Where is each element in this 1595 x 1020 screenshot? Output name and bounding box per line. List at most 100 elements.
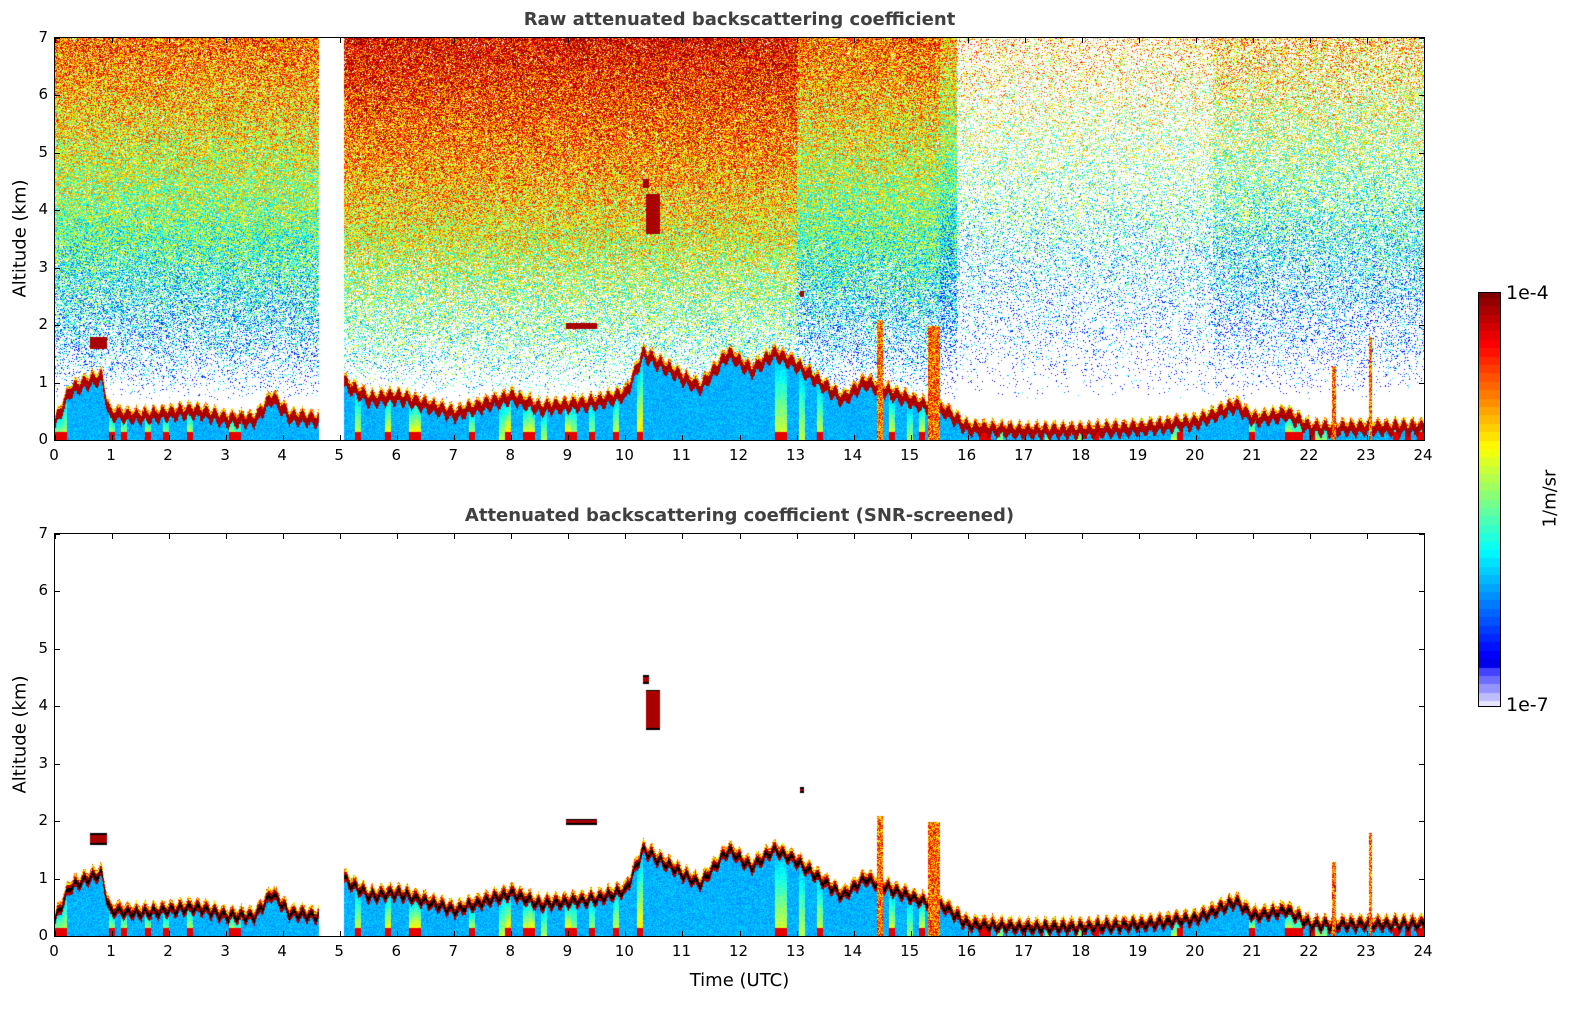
x-tick-mark: [454, 534, 456, 539]
x-tick-label: 10: [614, 446, 634, 464]
x-tick-label: 1: [106, 942, 116, 960]
y-tick-mark: [1419, 382, 1424, 384]
x-tick-mark: [1309, 931, 1311, 936]
x-tick-label: 3: [220, 942, 230, 960]
x-tick-label: 3: [220, 446, 230, 464]
x-tick-mark: [1366, 931, 1368, 936]
x-tick-mark: [511, 931, 513, 936]
snr-screened-backscatter-plot: [54, 533, 1425, 937]
x-tick-mark: [112, 38, 114, 43]
x-tick-label: 17: [1014, 446, 1034, 464]
x-tick-mark: [511, 435, 513, 440]
x-tick-mark: [169, 435, 171, 440]
x-tick-mark: [1366, 38, 1368, 43]
x-tick-mark: [340, 435, 342, 440]
x-tick-label: 24: [1413, 446, 1433, 464]
x-tick-label: 20: [1185, 942, 1205, 960]
x-tick-mark: [967, 534, 969, 539]
x-tick-mark: [1252, 931, 1254, 936]
x-tick-mark: [568, 435, 570, 440]
x-tick-label: 16: [957, 446, 977, 464]
x-tick-label: 2: [163, 446, 173, 464]
x-tick-mark: [910, 931, 912, 936]
x-tick-mark: [853, 435, 855, 440]
x-tick-mark: [55, 534, 56, 539]
x-tick-mark: [226, 534, 228, 539]
x-tick-label: 18: [1071, 942, 1091, 960]
x-tick-mark: [796, 38, 798, 43]
x-tick-mark: [1081, 931, 1083, 936]
x-tick-mark: [1024, 38, 1026, 43]
colorbar-min-label: 1e-7: [1506, 694, 1549, 716]
x-tick-mark: [1138, 534, 1140, 539]
x-tick-mark: [397, 534, 399, 539]
x-tick-mark: [55, 435, 56, 440]
x-tick-label: 13: [785, 446, 806, 464]
y-tick-mark: [55, 534, 60, 535]
y-tick-mark: [55, 936, 60, 937]
y-tick-mark: [55, 591, 60, 593]
x-tick-label: 6: [391, 942, 402, 960]
y-tick-mark: [1419, 591, 1424, 593]
x-tick-label: 9: [562, 446, 573, 464]
y-tick-mark: [1419, 267, 1424, 269]
x-tick-label: 19: [1128, 446, 1148, 464]
x-axis-label: Time (UTC): [689, 970, 790, 991]
x-tick-mark: [1024, 534, 1026, 539]
x-tick-label: 23: [1356, 942, 1376, 960]
x-tick-label: 7: [448, 942, 459, 960]
x-tick-mark: [967, 38, 969, 43]
x-tick-mark: [226, 38, 228, 43]
x-tick-mark: [568, 534, 570, 539]
y-tick-label: 1: [38, 372, 48, 391]
x-tick-mark: [1195, 534, 1197, 539]
x-tick-label: 5: [334, 446, 344, 464]
x-tick-mark: [910, 38, 912, 43]
x-tick-mark: [625, 931, 627, 936]
x-tick-label: 0: [49, 942, 59, 960]
x-tick-label: 4: [277, 942, 287, 960]
x-tick-mark: [625, 534, 627, 539]
top-y-axis-label: Altitude (km): [9, 179, 31, 298]
x-tick-mark: [1195, 38, 1197, 43]
x-tick-label: 2: [163, 942, 173, 960]
x-tick-mark: [1309, 534, 1311, 539]
x-tick-label: 18: [1071, 446, 1091, 464]
colorbar-max-label: 1e-4: [1506, 282, 1549, 304]
x-tick-label: 1: [106, 446, 116, 464]
colorbar-gradient: [1479, 293, 1500, 706]
x-tick-mark: [568, 38, 570, 43]
x-tick-mark: [853, 38, 855, 43]
x-tick-mark: [739, 38, 741, 43]
x-tick-mark: [739, 534, 741, 539]
x-tick-mark: [283, 534, 285, 539]
x-tick-mark: [1424, 534, 1425, 539]
x-tick-mark: [853, 931, 855, 936]
x-tick-mark: [1024, 931, 1026, 936]
x-tick-mark: [1424, 435, 1425, 440]
x-tick-mark: [340, 38, 342, 43]
x-tick-mark: [1309, 435, 1311, 440]
y-tick-label: 7: [38, 28, 48, 46]
colorbar-unit-label: 1/m/sr: [1539, 469, 1561, 528]
y-tick-mark: [55, 95, 60, 97]
y-tick-label: 5: [38, 142, 48, 161]
x-tick-mark: [169, 38, 171, 43]
y-tick-label: 1: [38, 868, 48, 887]
y-tick-mark: [55, 210, 60, 212]
x-tick-mark: [682, 534, 684, 539]
x-tick-mark: [796, 435, 798, 440]
y-tick-label: 2: [38, 811, 48, 830]
x-tick-mark: [682, 435, 684, 440]
y-tick-mark: [55, 440, 60, 441]
y-tick-label: 3: [38, 753, 48, 772]
x-tick-mark: [1081, 435, 1083, 440]
x-tick-label: 9: [562, 942, 573, 960]
x-tick-label: 16: [957, 942, 977, 960]
y-tick-mark: [55, 878, 60, 880]
x-tick-mark: [739, 931, 741, 936]
x-tick-mark: [511, 534, 513, 539]
y-tick-mark: [1419, 152, 1424, 154]
y-tick-label: 6: [38, 581, 48, 600]
x-tick-mark: [283, 435, 285, 440]
